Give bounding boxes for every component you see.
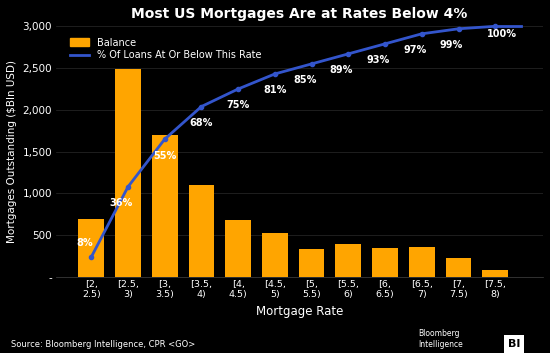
Bar: [372, 248, 398, 277]
Text: 100%: 100%: [487, 29, 517, 40]
Text: 81%: 81%: [263, 85, 287, 95]
Title: Most US Mortgages Are at Rates Below 4%: Most US Mortgages Are at Rates Below 4%: [131, 7, 468, 21]
Text: 75%: 75%: [227, 100, 250, 110]
Text: Bloomberg
Intelligence: Bloomberg Intelligence: [418, 329, 463, 349]
Bar: [446, 258, 471, 277]
Legend: Balance, % Of Loans At Or Below This Rate: Balance, % Of Loans At Or Below This Rat…: [66, 34, 266, 64]
Text: 99%: 99%: [440, 40, 463, 50]
Bar: [115, 69, 141, 277]
Text: 93%: 93%: [366, 55, 390, 65]
Text: 36%: 36%: [109, 198, 133, 208]
Text: 89%: 89%: [329, 65, 353, 75]
Text: 85%: 85%: [293, 75, 316, 85]
Text: 55%: 55%: [153, 151, 177, 161]
Bar: [226, 220, 251, 277]
Text: BI: BI: [508, 339, 520, 349]
Bar: [152, 135, 178, 277]
Text: 97%: 97%: [403, 45, 426, 55]
Bar: [409, 247, 434, 277]
Bar: [336, 245, 361, 277]
Bar: [79, 219, 104, 277]
Bar: [482, 270, 508, 277]
Text: 8%: 8%: [76, 238, 92, 248]
X-axis label: Mortgage Rate: Mortgage Rate: [256, 305, 343, 318]
Bar: [262, 233, 288, 277]
Bar: [189, 185, 214, 277]
Y-axis label: Mortgages Outstanding ($Bln USD): Mortgages Outstanding ($Bln USD): [7, 60, 17, 243]
Bar: [299, 250, 324, 277]
Text: Source: Bloomberg Intelligence, CPR <GO>: Source: Bloomberg Intelligence, CPR <GO>: [11, 341, 195, 349]
Text: 68%: 68%: [190, 118, 213, 128]
